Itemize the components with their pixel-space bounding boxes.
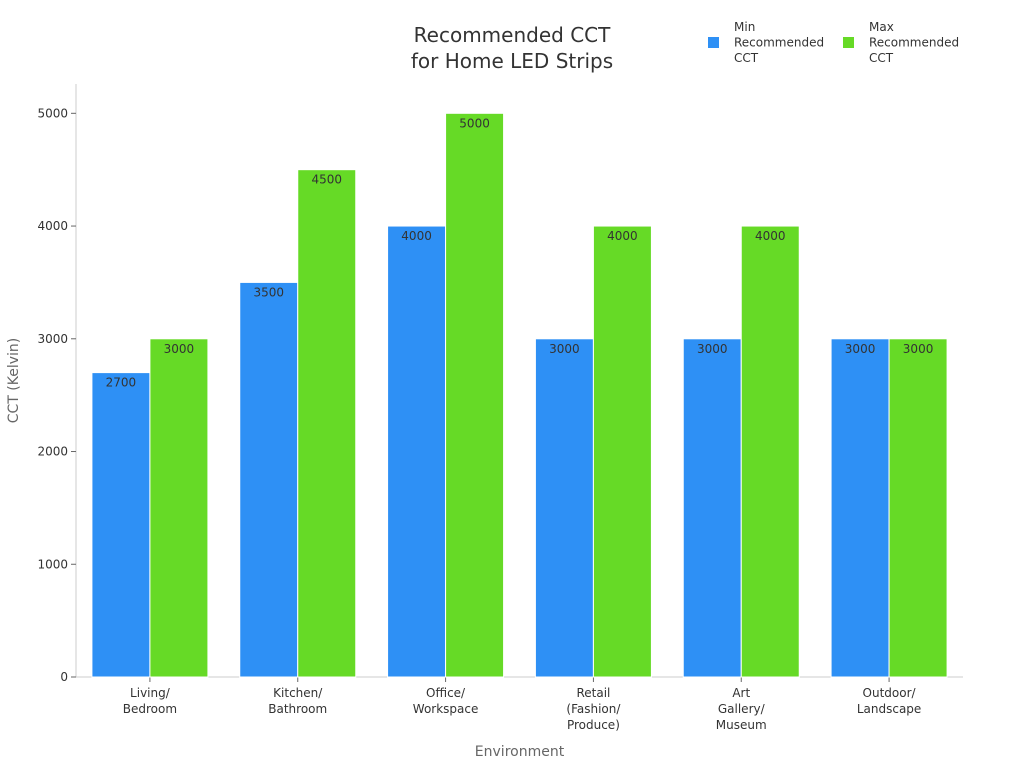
bar-value-label: 5000 xyxy=(459,116,490,130)
y-tick-label: 4000 xyxy=(37,219,68,233)
y-tick-label: 0 xyxy=(60,670,68,684)
bar-min xyxy=(91,372,151,678)
legend-item-min: Min Recommended CCT xyxy=(708,20,824,65)
y-tick-label: 5000 xyxy=(37,106,68,120)
bar-value-label: 3000 xyxy=(549,342,580,356)
bar-value-label: 4500 xyxy=(311,173,342,187)
y-tick-label: 3000 xyxy=(37,332,68,346)
x-tick-label: Retail (Fashion/Produce) xyxy=(566,686,621,732)
chart-title: Recommended CCT for Home LED Strips xyxy=(411,23,613,73)
data-labels: 2700 3000 3500 4500 4000 5000 3000 4000 3000 4000… xyxy=(106,116,934,389)
bar-value-label: 3000 xyxy=(845,342,876,356)
bar-value-label: 3000 xyxy=(903,342,934,356)
bar-value-label: 4000 xyxy=(607,229,638,243)
x-axis-title: Environment xyxy=(475,744,565,760)
legend-label: Max Recommended CCT xyxy=(869,20,959,65)
x-tick-label: Kitchen/Bathroom xyxy=(268,686,327,716)
bar-max xyxy=(888,338,948,678)
x-tick-label: Outdoor/Landscape xyxy=(857,686,921,716)
x-tick-label: Art Gallery/Museum xyxy=(716,686,767,732)
bar-max xyxy=(740,225,800,678)
bar-max xyxy=(149,338,209,678)
x-tick-label: Office/Workspace xyxy=(413,686,479,716)
legend: Min Recommended CCT Max Recommended CCT xyxy=(708,20,959,65)
bar-min xyxy=(239,281,299,678)
y-axis-title: CCT (Kelvin) xyxy=(6,338,22,424)
bar-min xyxy=(830,338,890,678)
bar-min xyxy=(682,338,742,678)
bar-min xyxy=(534,338,594,678)
axes: 0 1000 2000 3000 4000 5000 Living/Bedroom Kitch… xyxy=(37,84,963,732)
bar-value-label: 4000 xyxy=(755,229,786,243)
y-tick-label: 1000 xyxy=(37,557,68,571)
bar-value-label: 3000 xyxy=(164,342,195,356)
bar-value-label: 3500 xyxy=(253,285,284,299)
bars xyxy=(91,112,948,678)
bar-max xyxy=(592,225,652,678)
legend-label: Min Recommended CCT xyxy=(734,20,824,65)
legend-item-max: Max Recommended CCT xyxy=(843,20,959,65)
x-tick-label: Living/Bedroom xyxy=(123,686,177,716)
bar-max xyxy=(445,112,505,678)
bar-min xyxy=(387,225,447,678)
bar-value-label: 3000 xyxy=(697,342,728,356)
bar-value-label: 2700 xyxy=(106,376,137,390)
legend-swatch xyxy=(708,37,719,48)
y-tick-label: 2000 xyxy=(37,445,68,459)
chart-title-text: Recommended CCT for Home LED Strips xyxy=(411,23,613,73)
bar-max xyxy=(297,169,357,678)
legend-swatch xyxy=(843,37,854,48)
bar-value-label: 4000 xyxy=(401,229,432,243)
